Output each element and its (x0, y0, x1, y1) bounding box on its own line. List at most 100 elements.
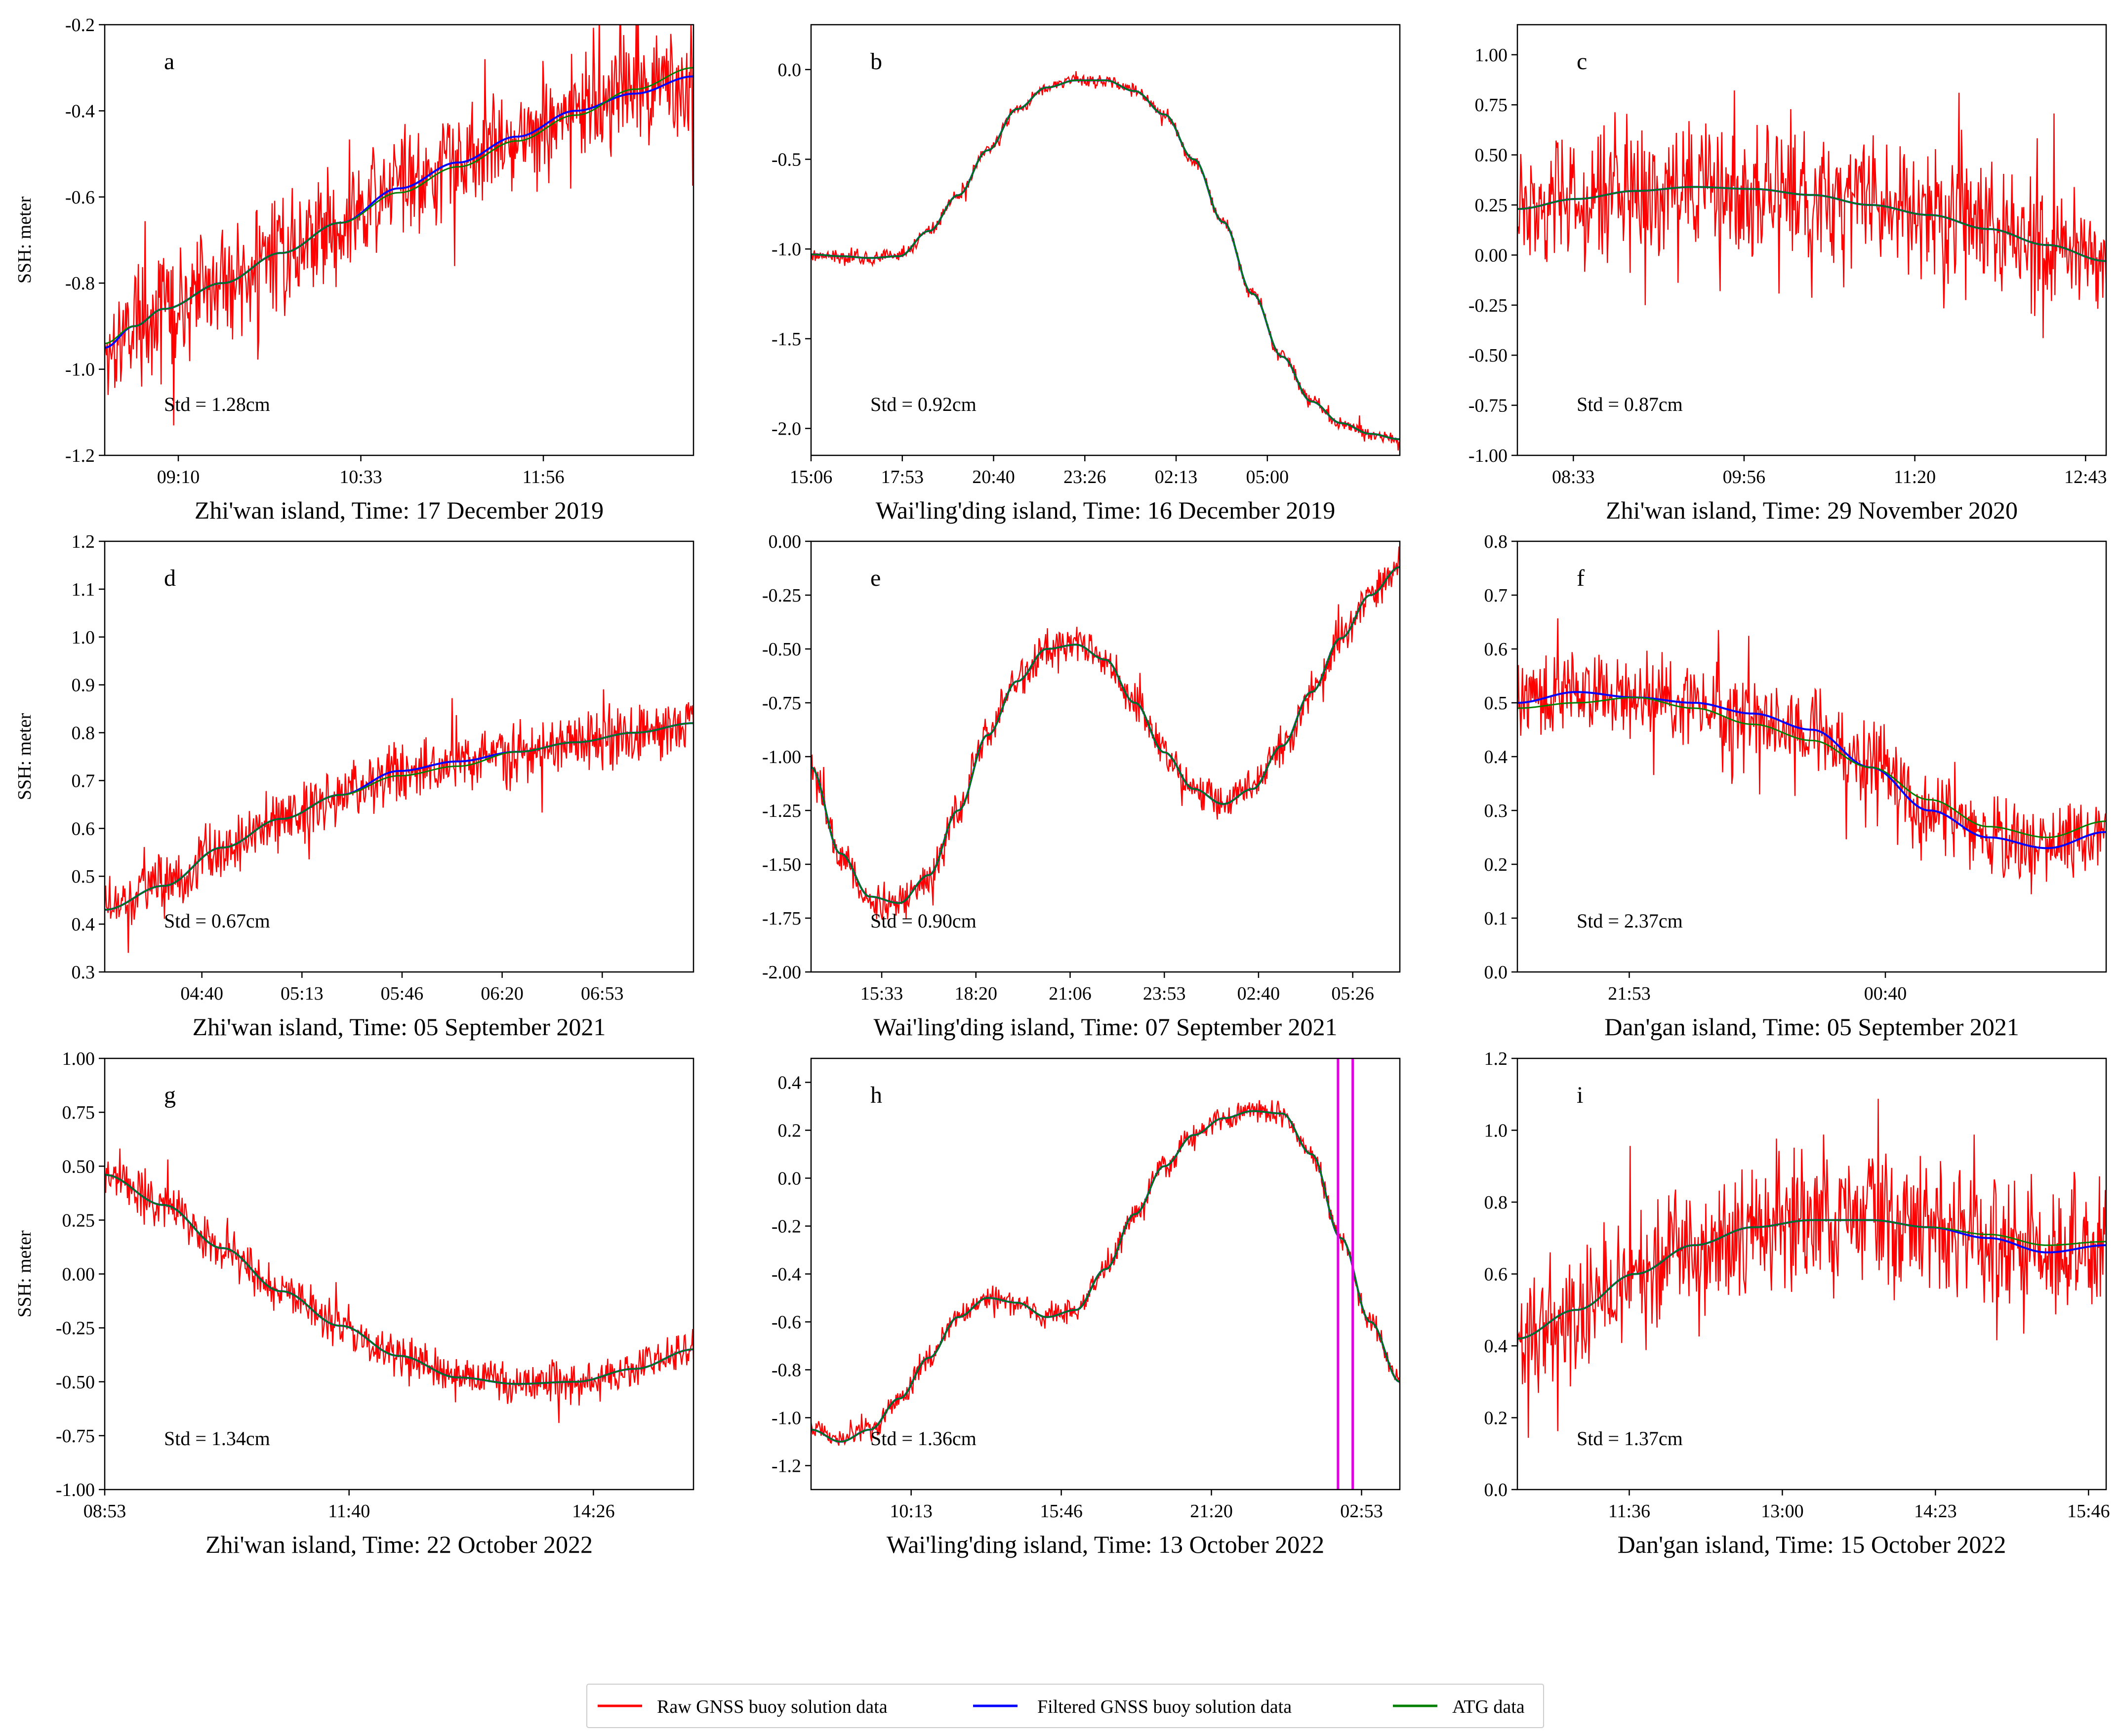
ytick-label-b: -1.5 (772, 329, 801, 350)
ytick-label-g: -0.50 (56, 1372, 95, 1393)
std-label-a: Std = 1.28cm (164, 393, 270, 415)
ytick-label-a: -0.8 (65, 273, 95, 294)
panels-group: -1.2 -1.0 -0.8 -0.6 -0.4 -0.2 09:10 10:33 11:56 Z… (14, 15, 2110, 1558)
legend-raw-label: Raw GNSS buoy solution data (657, 1696, 888, 1717)
std-label-e: Std = 0.90cm (870, 910, 977, 932)
plot-area-c (1517, 90, 2106, 338)
ytick-label-e: -0.75 (762, 693, 801, 714)
ytick-label-f: 0.8 (1484, 531, 1508, 552)
xtick-label-g: 11:40 (328, 1501, 370, 1522)
ytick-label-d: 0.3 (72, 962, 95, 983)
raw-gnss-line-h (811, 1100, 1400, 1446)
ytick-label-f: 0.7 (1484, 585, 1508, 606)
xtick-label-d: 04:40 (180, 983, 223, 1004)
filtered-gnss-line-b (811, 79, 1400, 441)
xtick-label-b: 05:00 (1246, 467, 1289, 487)
xtick-label-f: 00:40 (1864, 983, 1907, 1004)
ytick-label-d: 0.7 (72, 770, 95, 791)
xlabel-e: Wai'ling'ding island, Time: 07 September… (874, 1013, 1338, 1041)
ytick-label-d: 1.2 (72, 531, 95, 552)
panel-g: -1.00 -0.75 -0.50 -0.25 0.00 0.25 0.50 0.75 1.00… (14, 1049, 694, 1558)
axes-frame-f (1516, 540, 2107, 973)
legend-filtered-label: Filtered GNSS buoy solution data (1037, 1696, 1292, 1717)
ytick-label-g: -0.25 (56, 1318, 95, 1339)
ytick-label-d: 0.6 (72, 818, 95, 839)
ytick-label-e: -1.50 (762, 854, 801, 875)
xtick-label-i: 15:46 (2067, 1501, 2110, 1522)
ytick-label-d: 1.0 (72, 627, 95, 648)
ytick-label-f: 0.6 (1484, 639, 1508, 660)
std-label-h: Std = 1.36cm (870, 1427, 977, 1450)
ytick-label-i: 0.4 (1484, 1336, 1508, 1357)
ytick-label-b: -2.0 (772, 419, 801, 440)
ytick-label-h: -0.4 (772, 1264, 801, 1285)
panel-a: -1.2 -1.0 -0.8 -0.6 -0.4 -0.2 09:10 10:33 11:56 Z… (14, 15, 694, 524)
panel-letter-b: b (870, 48, 882, 75)
panel-letter-c: c (1577, 48, 1587, 75)
axes-frame-h (810, 1057, 1401, 1491)
ytick-label-e: 0.00 (769, 531, 802, 552)
xlabel-c: Zhi'wan island, Time: 29 November 2020 (1606, 496, 2018, 524)
ytick-label-h: -1.0 (772, 1408, 801, 1429)
legend-atg-label: ATG data (1452, 1696, 1525, 1717)
raw-gnss-line-a (105, 25, 693, 426)
ytick-label-e: -1.25 (762, 801, 801, 821)
xtick-label-a: 10:33 (339, 467, 382, 487)
xlabel-f: Dan'gan island, Time: 05 September 2021 (1604, 1013, 2019, 1041)
xtick-label-b: 15:06 (790, 467, 833, 487)
ytick-label-d: 1.1 (72, 579, 95, 600)
panel-letter-i: i (1577, 1082, 1583, 1108)
ytick-label-d: 0.8 (72, 723, 95, 744)
legend-frame (586, 1684, 1544, 1728)
xtick-label-e: 18:20 (954, 983, 997, 1004)
std-label-f: Std = 2.37cm (1577, 910, 1683, 932)
raw-gnss-line-c (1517, 90, 2106, 338)
axes-frame-g (104, 1057, 694, 1491)
ylabel-g: SSH: meter (14, 1230, 35, 1318)
atg-line-e (811, 566, 1400, 904)
xtick-label-e: 23:53 (1143, 983, 1186, 1004)
xtick-label-e: 05:26 (1331, 983, 1374, 1004)
axes-frame-c (1516, 24, 2107, 456)
ytick-label-b: -1.0 (772, 239, 801, 260)
raw-gnss-line-g (105, 1148, 693, 1423)
std-label-g: Std = 1.34cm (164, 1427, 270, 1450)
xlabel-a: Zhi'wan island, Time: 17 December 2019 (195, 496, 604, 524)
ytick-label-e: -0.25 (762, 585, 801, 606)
plot-area-h (811, 1100, 1400, 1446)
std-label-i: Std = 1.37cm (1577, 1427, 1683, 1450)
plot-area-f (1517, 618, 2106, 894)
xtick-label-g: 14:26 (572, 1501, 615, 1522)
plot-area-e (811, 546, 1400, 920)
panel-d: 0.3 0.4 0.5 0.6 0.7 0.8 0.9 1.0 1.1 1.2 04:40 05:13… (14, 531, 694, 1041)
xtick-label-a: 09:10 (157, 467, 200, 487)
panel-letter-h: h (870, 1082, 882, 1108)
xtick-label-e: 15:33 (860, 983, 903, 1004)
ytick-label-g: 0.50 (62, 1156, 95, 1177)
ytick-label-f: 0.1 (1484, 908, 1508, 929)
ytick-label-c: -0.25 (1468, 295, 1508, 316)
ytick-label-a: -1.0 (65, 360, 95, 380)
raw-gnss-line-f (1517, 618, 2106, 894)
panel-letter-a: a (164, 48, 174, 75)
xlabel-i: Dan'gan island, Time: 15 October 2022 (1618, 1531, 2006, 1558)
xtick-label-b: 02:13 (1155, 467, 1198, 487)
ytick-label-c: 1.00 (1475, 45, 1508, 66)
ytick-label-h: 0.2 (778, 1121, 802, 1141)
ytick-label-a: -1.2 (65, 445, 95, 466)
axes-frame-d (104, 540, 694, 973)
xtick-label-h: 10:13 (890, 1501, 933, 1522)
std-label-d: Std = 0.67cm (164, 910, 270, 932)
atg-line-b (811, 80, 1400, 440)
ytick-label-f: 0.5 (1484, 693, 1508, 714)
plot-area-a (105, 25, 693, 426)
ytick-label-e: -1.75 (762, 908, 801, 929)
ytick-label-i: 0.8 (1484, 1192, 1508, 1213)
raw-gnss-line-i (1517, 1098, 2106, 1438)
xlabel-g: Zhi'wan island, Time: 22 October 2022 (205, 1531, 593, 1558)
xtick-label-a: 11:56 (522, 467, 564, 487)
panel-f: 0.0 0.1 0.2 0.3 0.4 0.5 0.6 0.7 0.8 21:53 00:40 Dan… (1484, 531, 2107, 1041)
ytick-label-g: -1.00 (56, 1480, 95, 1500)
xtick-label-c: 12:43 (2064, 467, 2107, 487)
